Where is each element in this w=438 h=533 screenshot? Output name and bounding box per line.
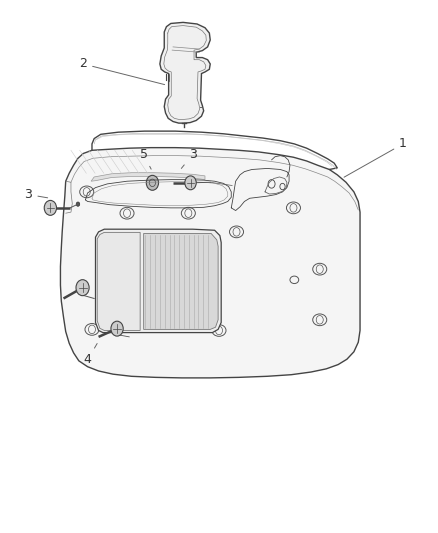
- Circle shape: [44, 200, 57, 215]
- Polygon shape: [160, 22, 210, 123]
- Polygon shape: [95, 229, 221, 333]
- Polygon shape: [91, 173, 205, 181]
- Circle shape: [76, 202, 80, 206]
- Text: 2: 2: [79, 58, 165, 85]
- Circle shape: [146, 175, 159, 190]
- Circle shape: [185, 176, 196, 190]
- Text: 3: 3: [25, 188, 48, 201]
- Polygon shape: [60, 148, 360, 378]
- Text: 1: 1: [344, 138, 407, 177]
- Polygon shape: [144, 233, 218, 329]
- Text: 4: 4: [84, 343, 97, 366]
- Text: 5: 5: [140, 148, 151, 169]
- Circle shape: [111, 321, 123, 336]
- Polygon shape: [97, 232, 140, 330]
- Text: 3: 3: [181, 148, 197, 168]
- Circle shape: [76, 280, 89, 296]
